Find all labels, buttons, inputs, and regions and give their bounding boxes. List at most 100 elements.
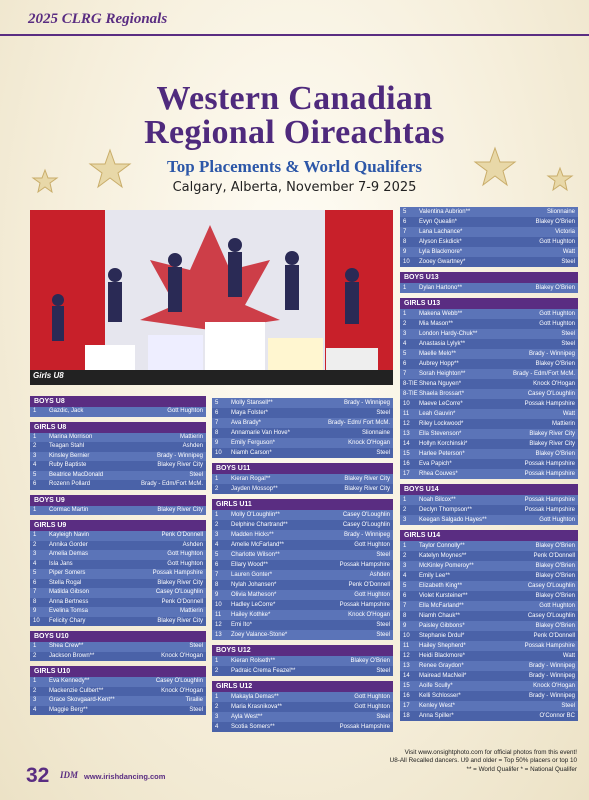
dancer-name: Mairead MacNeil*	[419, 673, 467, 679]
placement-row: 10 Niamh Carson* Steel	[212, 448, 393, 458]
division-heading: GIRLS U13	[400, 298, 578, 309]
placement-row: 16 Kelli Schlosser* Brady - Winnipeg	[400, 691, 578, 701]
school: Brady - Winnipeg	[528, 673, 575, 679]
school: Knock O'Hogan	[348, 612, 390, 618]
place: 16	[403, 693, 410, 699]
school: Blakey O'Brien	[535, 219, 576, 225]
dancer-name: Ellary Wood**	[231, 562, 268, 568]
division-block: GIRLS U10 1 Eva Kennedy** Casey O'Loughlin 2…	[30, 661, 206, 715]
placement-row: 10 Hadley LeCorre* Possak Hampshire	[212, 600, 393, 610]
dancer-name: Sorah Heighton**	[419, 371, 466, 377]
place: 8	[215, 430, 219, 436]
placement-row: 5 Molly Stansell** Brady - Winnipeg	[212, 398, 393, 408]
school: Blakey River City	[529, 431, 575, 437]
dancer-name: Kieran Rogal**	[231, 476, 271, 482]
school: Ashden	[369, 572, 390, 578]
place: 2	[215, 668, 219, 674]
place: 4	[33, 706, 37, 713]
dancer-name: Violet Kursteiner**	[419, 593, 468, 599]
place: 14	[403, 673, 410, 679]
school: Penk O'Donnell	[533, 553, 575, 559]
placement-row: 8 Anna Bertness Penk O'Donnell	[30, 597, 206, 607]
placement-row: 1 Shea Crew** Steel	[30, 642, 206, 652]
place: 5	[215, 552, 219, 558]
placement-row: 6 Stella Rogal Blakey River City	[30, 578, 206, 588]
place: 10	[403, 259, 410, 265]
school: Steel	[376, 668, 390, 674]
school: Slionnaine	[546, 209, 575, 215]
placement-list: 1 Dylan Hartono** Blakey O'Brien	[400, 283, 578, 293]
school: Gott Hughton	[539, 517, 575, 523]
placement-row: 4 Maggie Berg** Steel	[30, 705, 206, 715]
placement-row: 6 Violet Kursteiner** Blakey O'Brien	[400, 591, 578, 601]
dancer-name: Lyla Blackmore*	[419, 249, 463, 255]
dancer-name: Madden Hicks**	[231, 532, 274, 538]
placement-row: 1 Marina Morrison Mattierin	[30, 432, 206, 442]
placement-row: 2 Mia Mason** Gott Hughton	[400, 319, 578, 329]
place: 5	[215, 400, 219, 406]
place: 7	[403, 229, 407, 235]
place: 1	[33, 532, 37, 538]
dancer-name: Alyson Eskdick*	[419, 239, 462, 245]
placement-row: 5 Beatrice MacDonald Steel	[30, 470, 206, 480]
place: 1	[403, 311, 407, 317]
dancer-name: Heidi Blackmore*	[419, 653, 466, 659]
place: 9	[215, 440, 219, 446]
dancer-name: Annika Gorder	[49, 541, 88, 548]
division-block: 5 Valentina Aubrion** Slionnaine 6 Evyn Quea…	[400, 207, 578, 267]
placement-row: 15 Harlee Peterson* Blakey O'Brien	[400, 449, 578, 459]
division-heading: BOYS U9	[30, 494, 206, 506]
school: O'Connor BC	[539, 713, 576, 719]
dancer-name: Marina Morrison	[49, 433, 93, 440]
school: Casey O'Loughlin	[342, 512, 390, 518]
placement-row: 16 Eva Papich* Possak Hampshire	[400, 459, 578, 469]
placement-row: 2 Jayden Mossop** Blakey River City	[212, 484, 393, 494]
placement-row: 11 Hailey Kothke* Knock O'Hogan	[212, 610, 393, 620]
placement-row: 8 Alyson Eskdick* Gott Hughton	[400, 237, 578, 247]
school: Blakey O'Brien	[535, 285, 576, 291]
dancer-name: Hadley LeCorre*	[231, 602, 276, 608]
school: Ashden	[182, 541, 203, 548]
placement-row: 15 Aoife Scully* Knock O'Hogan	[400, 681, 578, 691]
dancer-name: Hailey Shepherd*	[419, 643, 466, 649]
place: 8	[403, 239, 407, 245]
school: Gott Hughton	[539, 603, 575, 609]
place: 13	[403, 431, 410, 437]
place: 6	[33, 481, 37, 487]
place: 5	[33, 570, 37, 576]
note: Visit www.onsightphoto.com for official …	[404, 749, 577, 756]
school: Casey O'Loughlin	[527, 583, 575, 589]
place: 13	[215, 632, 222, 638]
place: 7	[403, 603, 407, 609]
school: Steel	[376, 632, 390, 638]
dancer-name: Ayla West**	[231, 714, 263, 720]
school: Steel	[189, 643, 203, 649]
dancer-name: Rhea Couves*	[419, 471, 458, 477]
school: Possak Hampshire	[524, 401, 575, 407]
school: Blakey O'Brien	[535, 361, 576, 367]
placement-row: 1 Eva Kennedy** Casey O'Loughlin	[30, 677, 206, 687]
place: 2	[33, 652, 37, 659]
place: 10	[403, 633, 410, 639]
school: Brady - Winnipeg	[343, 532, 390, 538]
school: Gott Hughton	[539, 321, 575, 327]
school: Blakey River City	[344, 476, 390, 482]
place: 11	[403, 643, 410, 649]
placement-list: 1 Kayleigh Navin Penk O'Donnell 2 Annika Gor…	[30, 531, 206, 626]
placement-row: 17 Kenley West* Steel	[400, 701, 578, 711]
dancer-name: Taylor Connolly**	[419, 543, 465, 549]
placement-list: 1 Kieran Rolseth** Blakey O'Brien 2 Padraic …	[212, 656, 393, 676]
dancer-name: Beatrice MacDonald	[49, 471, 104, 478]
dancer-name: Evelina Tomsa	[49, 608, 88, 614]
school: Brady - Edm/Fort McM.	[140, 481, 203, 487]
placement-row: 7 Matilda Gibson Casey O'Loughlin	[30, 588, 206, 598]
place: 2	[403, 321, 407, 327]
placement-row: 13 Renee Graydon* Brady - Winnipeg	[400, 661, 578, 671]
dancer-name: Kieran Rolseth**	[231, 658, 276, 664]
place: 10	[33, 617, 40, 624]
placement-row: 1 Kayleigh Navin Penk O'Donnell	[30, 531, 206, 541]
place: 6	[403, 593, 407, 599]
school: Watt	[562, 411, 575, 417]
placement-row: 4 Amelie McFarland** Gott Hughton	[212, 540, 393, 550]
school: Mattierin	[551, 421, 575, 427]
